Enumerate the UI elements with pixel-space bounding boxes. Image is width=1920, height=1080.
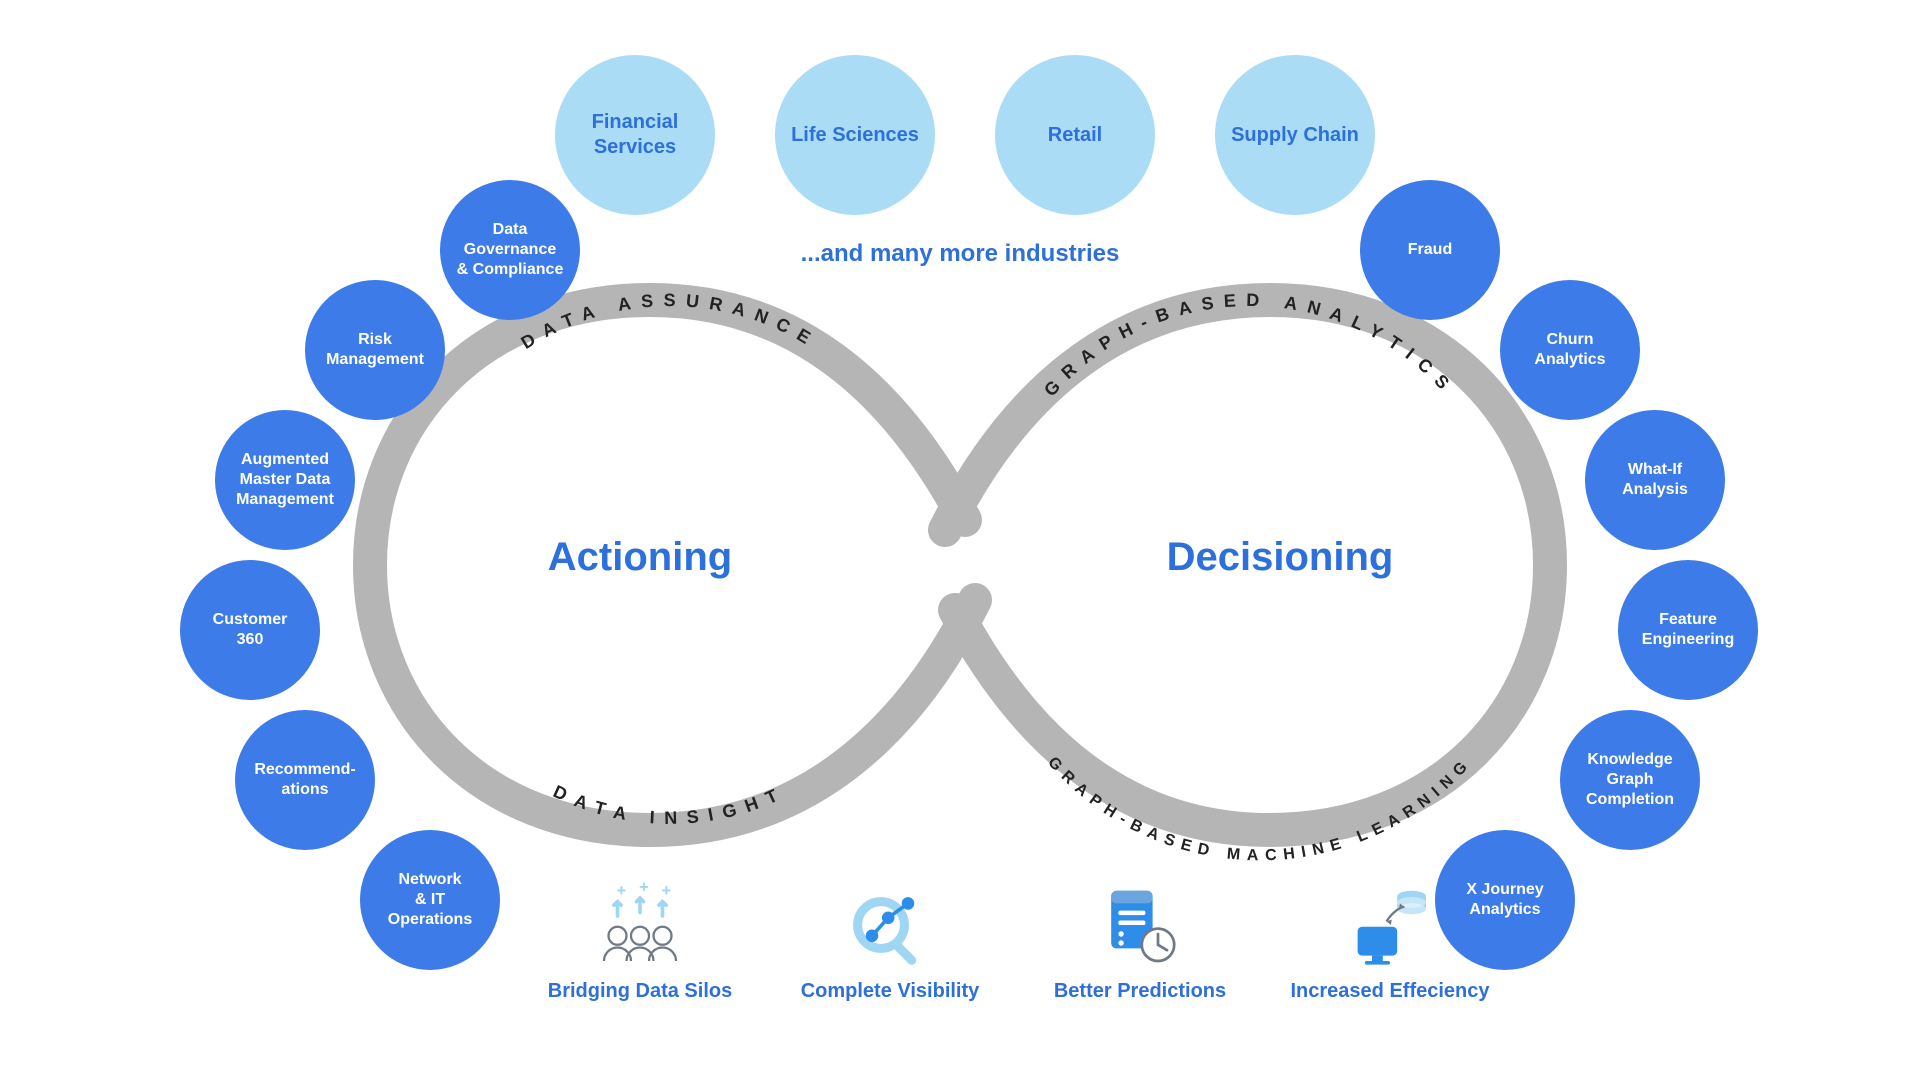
capability-bubble: Data Governance & Compliance (440, 180, 580, 320)
capability-bubble: Feature Engineering (1618, 560, 1758, 700)
loop-label-actioning: Actioning (500, 535, 780, 580)
benefit-item: Increased Effeciency (1290, 880, 1490, 1003)
capability-bubble: What-If Analysis (1585, 410, 1725, 550)
benefit-label: Complete Visibility (790, 980, 990, 1003)
industry-label: Supply Chain (1221, 123, 1369, 148)
capability-label: Augmented Master Data Management (228, 450, 342, 510)
svg-text:+: + (617, 882, 626, 900)
capability-label: Data Governance & Compliance (449, 220, 572, 280)
benefit-item: Complete Visibility (790, 880, 990, 1003)
capability-label: Fraud (1400, 240, 1460, 260)
benefit-item: + + + Bridging Data Silos (540, 880, 740, 1003)
benefit-label: Better Predictions (1040, 980, 1240, 1003)
industry-label: Life Sciences (781, 123, 929, 148)
industry-bubble: Retail (995, 55, 1155, 215)
capability-label: What-If Analysis (1614, 460, 1696, 500)
capability-label: Network & IT Operations (380, 870, 480, 930)
capability-label: Feature Engineering (1634, 610, 1742, 650)
silos-icon: + + + (540, 880, 740, 970)
capability-bubble: Network & IT Operations (360, 830, 500, 970)
visibility-icon (790, 880, 990, 970)
svg-text:+: + (639, 880, 648, 897)
efficiency-icon (1290, 880, 1490, 970)
capability-label: Risk Management (318, 330, 432, 370)
industry-bubble: Supply Chain (1215, 55, 1375, 215)
capability-bubble: Knowledge Graph Completion (1560, 710, 1700, 850)
capability-bubble: Risk Management (305, 280, 445, 420)
capability-bubble: Augmented Master Data Management (215, 410, 355, 550)
industry-bubble: Financial Services (555, 55, 715, 215)
capability-bubble: Customer 360 (180, 560, 320, 700)
benefit-label: Bridging Data Silos (540, 980, 740, 1003)
capability-label: Customer 360 (205, 610, 296, 650)
capability-label: Knowledge Graph Completion (1578, 750, 1682, 810)
predictions-icon (1040, 880, 1240, 970)
svg-text:+: + (662, 882, 671, 900)
industries-subtitle: ...and many more industries (0, 240, 1920, 268)
capability-label: Recommend- ations (246, 760, 363, 800)
benefit-item: Better Predictions (1040, 880, 1240, 1003)
diagram-canvas: DATA ASSURANCE DATA INSIGHT GRAPH-BASED … (0, 0, 1920, 1080)
capability-label: Churn Analytics (1526, 330, 1613, 370)
industry-label: Retail (1038, 123, 1112, 148)
industry-label: Financial Services (582, 110, 689, 160)
capability-bubble: Churn Analytics (1500, 280, 1640, 420)
loop-label-decisioning: Decisioning (1140, 535, 1420, 580)
industry-bubble: Life Sciences (775, 55, 935, 215)
benefit-label: Increased Effeciency (1290, 980, 1490, 1003)
capability-bubble: Fraud (1360, 180, 1500, 320)
capability-bubble: Recommend- ations (235, 710, 375, 850)
